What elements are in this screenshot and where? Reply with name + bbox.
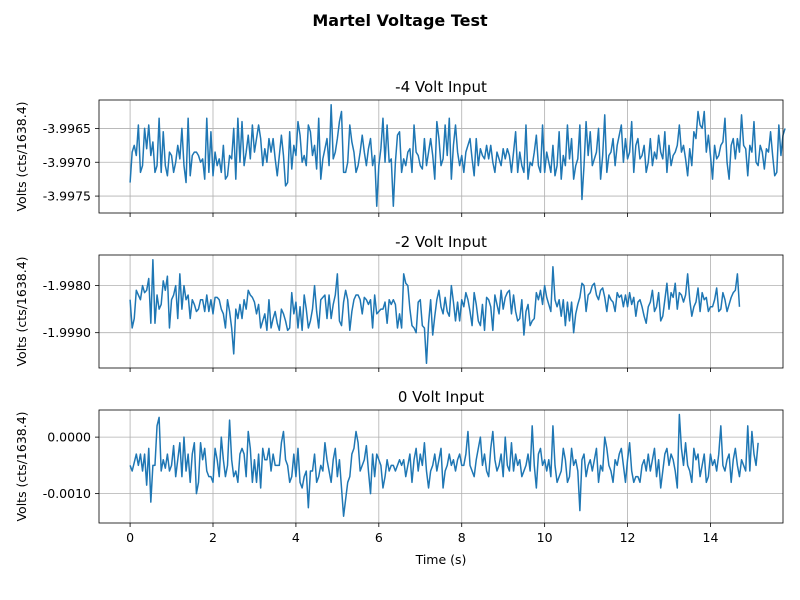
y-tick-label: -3.9970 — [43, 155, 91, 170]
panel-title: -2 Volt Input — [395, 233, 487, 251]
panels-group: -3.9975 -3.9970 -3.9965 -4 Volt Input Volts … — [14, 78, 786, 545]
x-tick-label: 8 — [458, 530, 466, 545]
series-line — [129, 258, 741, 365]
y-tick-label: -1.9980 — [43, 278, 91, 293]
series-line — [129, 103, 786, 207]
y-axis-label: Volts (cts/1638.4) — [14, 101, 29, 211]
x-axis-label: Time (s) — [415, 552, 467, 567]
y-tick-label: 0.0000 — [47, 430, 91, 445]
x-tick-label: 6 — [375, 530, 383, 545]
chart-title: Martel Voltage Test — [312, 11, 488, 30]
plot-frame — [98, 409, 784, 524]
x-tick-label: 0 — [126, 530, 134, 545]
panel-title: -4 Volt Input — [395, 78, 487, 96]
panel-title: 0 Volt Input — [398, 388, 484, 406]
x-tick-label: 10 — [537, 530, 553, 545]
y-tick-label: -3.9965 — [43, 121, 91, 136]
x-tick-label: 4 — [292, 530, 300, 545]
panel-3: 0 2 4 6 8 10 12 14 -0.0010 0.0000 0 Volt Input Volt… — [14, 388, 784, 545]
panel-1: -3.9975 -3.9970 -3.9965 -4 Volt Input Volts … — [14, 78, 786, 217]
panel-2: -1.9990 -1.9980 -2 Volt Input Volts (cts/16… — [14, 233, 784, 372]
x-tick-label: 12 — [620, 530, 636, 545]
y-axis-label: Volts (cts/1638.4) — [14, 256, 29, 366]
y-axis-label: Volts (cts/1638.4) — [14, 411, 29, 521]
y-tick-label: -1.9990 — [43, 325, 91, 340]
series-line — [129, 413, 759, 517]
x-tick-label: 14 — [703, 530, 719, 545]
x-tick-label: 2 — [209, 530, 217, 545]
plot-frame — [98, 99, 784, 214]
plot-frame — [98, 254, 784, 369]
y-tick-label: -0.0010 — [43, 486, 91, 501]
y-tick-label: -3.9975 — [43, 189, 91, 204]
